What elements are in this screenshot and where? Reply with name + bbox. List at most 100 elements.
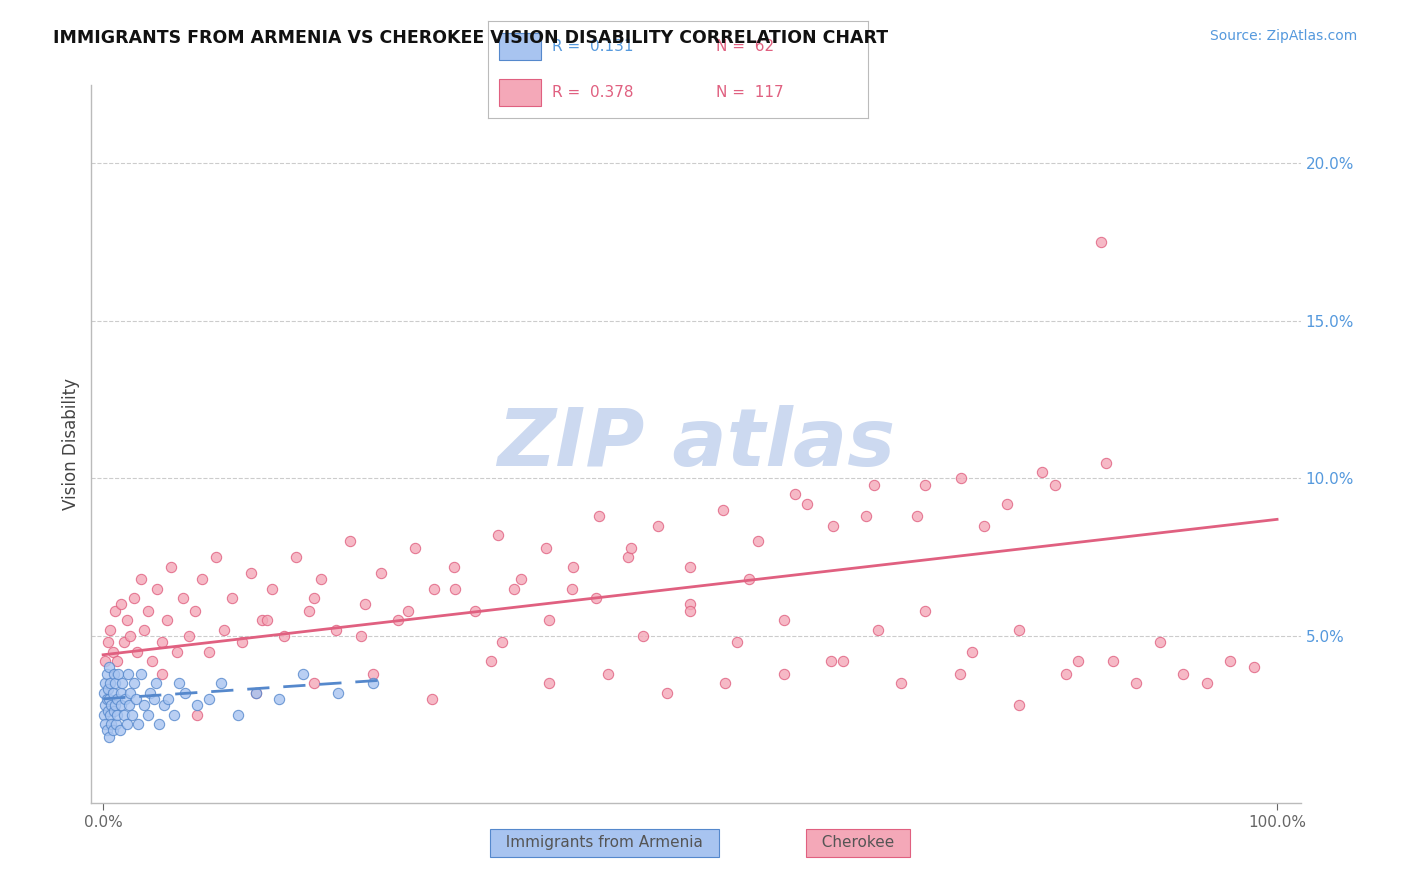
Point: [231, 635, 253, 649]
Point: [94, 676, 117, 690]
Point: [94, 717, 117, 731]
Point: [1173, 666, 1195, 681]
Point: [1066, 654, 1088, 668]
Point: [150, 666, 173, 681]
Point: [111, 676, 134, 690]
Point: [96, 691, 118, 706]
Point: [96, 666, 118, 681]
Point: [560, 582, 582, 596]
Point: [256, 613, 278, 627]
Bar: [499, 33, 541, 60]
Point: [112, 707, 135, 722]
Point: [855, 509, 877, 524]
Point: [291, 666, 314, 681]
Point: [711, 503, 734, 517]
Point: [960, 645, 983, 659]
Point: [94, 654, 117, 668]
Point: [1054, 666, 1077, 681]
Point: [134, 623, 156, 637]
Point: [387, 613, 409, 627]
Point: [190, 572, 212, 586]
Point: [205, 550, 228, 565]
Point: [617, 550, 640, 565]
Point: [1125, 676, 1147, 690]
Point: [115, 613, 138, 627]
Point: [1149, 635, 1171, 649]
Point: [1031, 465, 1053, 479]
Point: [914, 477, 936, 491]
Point: [949, 666, 972, 681]
Point: [110, 685, 132, 699]
Point: [588, 509, 610, 524]
Point: [172, 591, 194, 606]
Point: [186, 698, 208, 713]
Point: [491, 635, 513, 649]
Point: [354, 598, 377, 612]
Point: [120, 629, 142, 643]
Point: [995, 497, 1018, 511]
Point: [122, 676, 145, 690]
Point: [105, 691, 128, 706]
Point: [538, 676, 561, 690]
Point: [120, 685, 142, 699]
Point: [420, 691, 443, 706]
Point: [325, 623, 347, 637]
Point: [125, 691, 148, 706]
Point: [250, 613, 273, 627]
Point: [361, 666, 384, 681]
Point: [890, 676, 912, 690]
Point: [423, 582, 446, 596]
Bar: [499, 79, 541, 106]
Point: [183, 604, 205, 618]
Point: [1008, 623, 1031, 637]
Point: [142, 691, 165, 706]
Point: [98, 691, 121, 706]
Point: [97, 705, 120, 719]
Point: [820, 654, 842, 668]
Text: R =  0.131: R = 0.131: [553, 39, 634, 54]
Point: [783, 487, 806, 501]
Point: [117, 666, 139, 681]
Point: [134, 698, 156, 713]
Point: [914, 604, 936, 618]
Point: [118, 698, 141, 713]
Point: [212, 623, 235, 637]
Y-axis label: Vision Disability: Vision Disability: [62, 378, 80, 509]
Point: [679, 604, 702, 618]
Point: [620, 541, 643, 555]
Point: [262, 582, 284, 596]
Point: [240, 566, 263, 580]
Point: [98, 730, 121, 744]
Point: [104, 604, 127, 618]
Point: [177, 629, 200, 643]
Text: Source: ZipAtlas.com: Source: ZipAtlas.com: [1209, 29, 1357, 43]
Text: N =  117: N = 117: [716, 86, 783, 100]
Point: [97, 635, 120, 649]
Point: [725, 635, 748, 649]
Point: [404, 541, 426, 555]
Point: [863, 477, 886, 491]
Point: [738, 572, 761, 586]
Point: [197, 645, 219, 659]
Point: [1195, 676, 1218, 690]
Point: [1219, 654, 1241, 668]
Point: [150, 635, 173, 649]
Point: [105, 717, 128, 731]
Point: [973, 518, 995, 533]
Point: [129, 666, 152, 681]
Text: N =  62: N = 62: [716, 39, 773, 54]
Point: [105, 707, 128, 722]
Point: [905, 509, 928, 524]
Point: [585, 591, 607, 606]
Text: Cherokee: Cherokee: [811, 836, 904, 850]
Point: [148, 717, 170, 731]
Point: [105, 654, 128, 668]
Point: [98, 707, 121, 722]
Point: [114, 691, 136, 706]
Point: [361, 676, 384, 690]
Point: [127, 645, 149, 659]
Point: [561, 559, 583, 574]
Point: [101, 685, 124, 699]
Point: [823, 518, 845, 533]
Point: [93, 685, 115, 699]
